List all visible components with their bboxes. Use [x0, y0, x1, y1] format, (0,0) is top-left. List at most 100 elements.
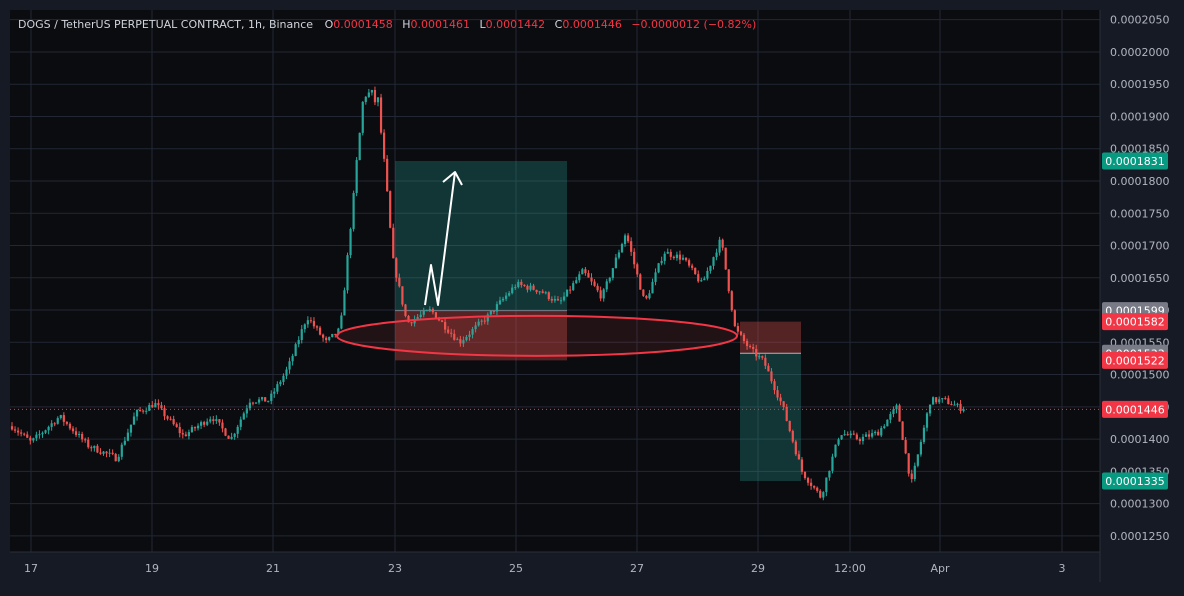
candle-body: [608, 277, 611, 282]
candle-body: [752, 347, 755, 349]
price-tick-label: 0.0001250: [1110, 530, 1170, 543]
time-axis[interactable]: 17 19 21 23 25 27 29 12:00 Apr 3: [24, 562, 1066, 575]
candle-body: [745, 341, 749, 347]
candle-body: [572, 283, 575, 290]
candle-body: [218, 419, 221, 423]
candle-body: [389, 191, 392, 228]
candle-body: [404, 304, 407, 316]
candle-body: [90, 447, 93, 449]
price-tag-label: 0.0001446: [1105, 403, 1165, 416]
candle-body: [742, 334, 746, 342]
candle-body: [486, 314, 489, 322]
support-zone-ellipse[interactable]: [336, 314, 738, 357]
candle-body: [938, 399, 941, 403]
candle-body: [791, 430, 794, 442]
candle-body: [154, 403, 157, 408]
candle-body: [642, 289, 645, 296]
candle-body: [764, 357, 767, 366]
candle-body: [755, 348, 758, 357]
candles-layer[interactable]: [10, 86, 965, 501]
candle-body: [715, 252, 718, 258]
price-tag-label: 0.0001582: [1105, 316, 1165, 329]
candle-body: [440, 320, 444, 322]
candle-body: [425, 310, 428, 312]
price-tag-bg: [1102, 313, 1168, 331]
candle-body: [919, 441, 922, 455]
candle-body: [483, 320, 486, 322]
candle-body: [559, 300, 563, 302]
candle-body: [886, 419, 889, 427]
candle-body: [148, 404, 151, 411]
candle-body: [593, 281, 596, 286]
price-tag-bg: [1102, 400, 1168, 418]
candle-body: [87, 439, 90, 448]
candle-body: [181, 433, 184, 435]
long-position-profit-zone[interactable]: [395, 160, 567, 311]
candle-body: [227, 435, 230, 439]
candle-body: [553, 299, 556, 301]
overlay-layer[interactable]: [10, 171, 1100, 410]
candle-body: [794, 441, 797, 455]
candle-body: [858, 439, 861, 442]
candle-body: [142, 410, 145, 412]
candle-body: [517, 281, 520, 288]
candle-body: [117, 456, 120, 462]
price-tag-bg: [1102, 152, 1168, 170]
candle-body: [837, 439, 840, 445]
candle-body: [437, 318, 441, 321]
arrow-up-icon[interactable]: [424, 171, 456, 306]
candle-body: [81, 433, 84, 440]
candle-body: [74, 431, 78, 435]
candle-body: [447, 329, 450, 333]
candle-body: [477, 321, 480, 326]
candle-body: [407, 315, 410, 323]
candle-body: [688, 260, 691, 266]
candle-body: [59, 415, 62, 419]
short-position-stop-zone[interactable]: [740, 321, 801, 354]
candle-body: [840, 435, 843, 440]
candle-body: [331, 333, 334, 337]
candle-body: [294, 344, 297, 356]
candle-body: [352, 192, 355, 229]
candle-body: [273, 391, 276, 394]
candle-body: [944, 398, 947, 400]
grid-lines: [10, 10, 1100, 552]
candle-body: [498, 300, 502, 305]
candle-body: [852, 433, 855, 435]
candle-body: [730, 291, 733, 311]
candle-body: [895, 405, 898, 410]
candle-body: [184, 434, 187, 437]
candle-body: [398, 277, 401, 287]
candle-body: [806, 478, 810, 483]
candle-body: [145, 410, 148, 412]
candle-body: [697, 274, 700, 282]
candle-body: [569, 289, 572, 291]
candle-body: [50, 423, 53, 427]
time-tick-label: 23: [388, 562, 402, 575]
candle-body: [709, 265, 712, 271]
candle-body: [505, 295, 508, 299]
candle-body: [932, 397, 935, 405]
candle-body: [288, 361, 291, 370]
candle-body: [935, 397, 938, 403]
candle-body: [318, 327, 322, 335]
time-tick-label: 29: [751, 562, 765, 575]
candle-body: [196, 425, 200, 429]
candle-body: [489, 310, 492, 315]
candle-body: [758, 356, 761, 358]
candle-body: [44, 430, 47, 433]
candle-body: [657, 263, 660, 273]
candle-body: [675, 254, 678, 259]
candle-body: [337, 328, 340, 335]
candle-body: [386, 158, 389, 192]
close-label: C: [555, 18, 563, 31]
candle-body: [651, 281, 654, 294]
candle-body: [520, 281, 523, 285]
candle-body: [718, 239, 721, 253]
candle-body: [620, 244, 624, 253]
candle-body: [300, 329, 303, 341]
candle-body: [358, 132, 361, 161]
candle-body: [413, 318, 416, 324]
